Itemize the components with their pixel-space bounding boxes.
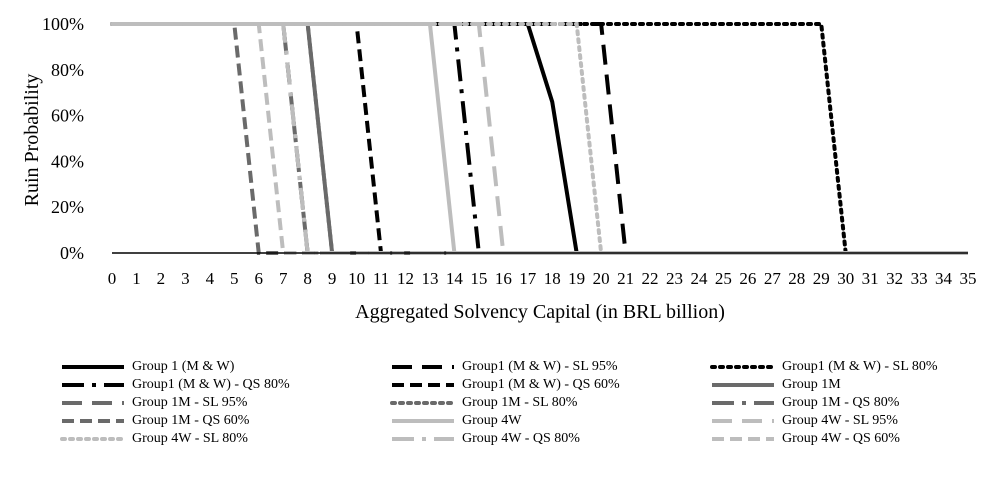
legend-label: Group 1M - SL 80% bbox=[462, 395, 578, 410]
x-tick-label: 33 bbox=[911, 269, 928, 288]
legend-swatch bbox=[712, 383, 774, 387]
legend-swatch bbox=[60, 437, 126, 441]
legend-label: Group1 (M & W) - QS 80% bbox=[132, 377, 290, 392]
x-tick-label: 31 bbox=[862, 269, 879, 288]
legend-swatch bbox=[392, 419, 454, 423]
legend-item: Group 4W - QS 80% bbox=[390, 430, 580, 448]
y-tick-label: 60% bbox=[51, 106, 84, 126]
legend-label: Group 1M - QS 80% bbox=[782, 395, 900, 410]
legend-swatch bbox=[62, 401, 124, 405]
legend-swatch bbox=[712, 437, 774, 441]
legend-item: Group 1M - QS 80% bbox=[710, 394, 899, 412]
legend-label: Group1 (M & W) - SL 80% bbox=[782, 359, 938, 374]
legend-swatch bbox=[392, 383, 454, 387]
legend-item: Group 4W - SL 95% bbox=[710, 412, 898, 430]
legend-swatch bbox=[62, 419, 124, 423]
x-tick-label: 32 bbox=[886, 269, 903, 288]
x-tick-label: 22 bbox=[642, 269, 659, 288]
series-line bbox=[112, 22, 968, 255]
legend-swatch bbox=[712, 401, 774, 405]
x-tick-label: 29 bbox=[813, 269, 830, 288]
y-tick-label: 40% bbox=[51, 151, 84, 171]
x-tick-label: 30 bbox=[837, 269, 854, 288]
legend-swatch bbox=[392, 437, 454, 441]
legend-item: Group1 (M & W) - QS 60% bbox=[390, 376, 620, 394]
x-tick-label: 1 bbox=[132, 269, 141, 288]
legend-swatch bbox=[712, 419, 774, 423]
legend-label: Group 1 (M & W) bbox=[132, 359, 235, 374]
legend-label: Group 1M - QS 60% bbox=[132, 413, 250, 428]
y-tick-label: 20% bbox=[51, 197, 84, 217]
x-tick-label: 3 bbox=[181, 269, 190, 288]
x-tick-label: 16 bbox=[495, 269, 512, 288]
legend-swatch bbox=[390, 401, 456, 405]
legend-item: Group 4W - QS 60% bbox=[710, 430, 900, 448]
x-tick-label: 24 bbox=[690, 269, 708, 288]
x-tick-label: 20 bbox=[593, 269, 610, 288]
x-tick-label: 8 bbox=[303, 269, 312, 288]
x-tick-label: 4 bbox=[206, 269, 215, 288]
x-tick-label: 35 bbox=[960, 269, 977, 288]
legend-item: Group1 (M & W) - SL 95% bbox=[390, 358, 618, 376]
x-tick-label: 9 bbox=[328, 269, 337, 288]
x-axis-label: Aggregated Solvency Capital (in BRL bill… bbox=[355, 301, 725, 323]
x-tick-label: 34 bbox=[935, 269, 953, 288]
x-tick-label: 28 bbox=[788, 269, 805, 288]
x-tick-label: 7 bbox=[279, 269, 288, 288]
y-tick-label: 100% bbox=[42, 14, 84, 34]
legend-swatch bbox=[710, 365, 776, 369]
x-tick-label: 23 bbox=[666, 269, 683, 288]
x-axis-ticks: 0 1 2 3 4 5 6 7 8 9 10 11 12 13 14 15 16 17 18 19 20 21 22 23 24… bbox=[108, 269, 977, 288]
x-tick-label: 18 bbox=[544, 269, 561, 288]
x-tick-label: 15 bbox=[470, 269, 487, 288]
x-tick-label: 5 bbox=[230, 269, 239, 288]
x-tick-label: 25 bbox=[715, 269, 732, 288]
legend-item: Group 4W bbox=[390, 412, 522, 430]
y-axis-label: Ruin Probability bbox=[21, 74, 43, 207]
legend-item: Group1 (M & W) - SL 80% bbox=[710, 358, 938, 376]
x-tick-label: 0 bbox=[108, 269, 117, 288]
legend-label: Group 4W - QS 60% bbox=[782, 431, 900, 446]
legend-item: Group1 (M & W) - QS 80% bbox=[60, 376, 290, 394]
legend-item: Group 1M bbox=[710, 376, 841, 394]
x-tick-label: 19 bbox=[568, 269, 585, 288]
legend-label: Group 4W - QS 80% bbox=[462, 431, 580, 446]
legend-label: Group 1M - SL 95% bbox=[132, 395, 248, 410]
x-tick-label: 12 bbox=[397, 269, 414, 288]
x-tick-label: 11 bbox=[373, 269, 389, 288]
legend-label: Group 4W - SL 80% bbox=[132, 431, 248, 446]
x-tick-label: 13 bbox=[421, 269, 438, 288]
x-tick-label: 14 bbox=[446, 269, 464, 288]
series-line bbox=[112, 22, 968, 255]
legend-item: Group 1M - SL 80% bbox=[390, 394, 577, 412]
y-tick-label: 0% bbox=[60, 243, 84, 263]
y-axis-ticks: 0% 20% 40% 60% 80% 100% bbox=[42, 14, 84, 263]
legend-swatch bbox=[392, 365, 454, 369]
x-tick-label: 6 bbox=[254, 269, 263, 288]
legend-item: Group 1 (M & W) bbox=[60, 358, 234, 376]
ruin-probability-chart: 0%20%40%60%80%100% 0 1 2 3 4 5 6 7 8 9 10 11 12 13 14 1… bbox=[21, 14, 977, 323]
legend-item: Group 1M - QS 60% bbox=[60, 412, 249, 430]
legend-label: Group 1M bbox=[782, 377, 841, 392]
legend-label: Group 4W - SL 95% bbox=[782, 413, 898, 428]
x-tick-label: 17 bbox=[519, 269, 537, 288]
legend-label: Group1 (M & W) - SL 95% bbox=[462, 359, 618, 374]
legend-swatch bbox=[62, 383, 124, 387]
legend-label: Group1 (M & W) - QS 60% bbox=[462, 377, 620, 392]
legend-item: Group 4W - SL 80% bbox=[60, 430, 248, 448]
x-tick-label: 21 bbox=[617, 269, 634, 288]
x-tick-label: 26 bbox=[739, 269, 756, 288]
legend-item: Group 1M - SL 95% bbox=[60, 394, 247, 412]
y-tick-label: 80% bbox=[51, 60, 84, 80]
x-tick-label: 27 bbox=[764, 269, 782, 288]
x-tick-label: 10 bbox=[348, 269, 365, 288]
legend-swatch bbox=[62, 365, 124, 369]
legend-label: Group 4W bbox=[462, 413, 522, 428]
x-tick-label: 2 bbox=[157, 269, 166, 288]
plot-lines bbox=[110, 22, 970, 255]
